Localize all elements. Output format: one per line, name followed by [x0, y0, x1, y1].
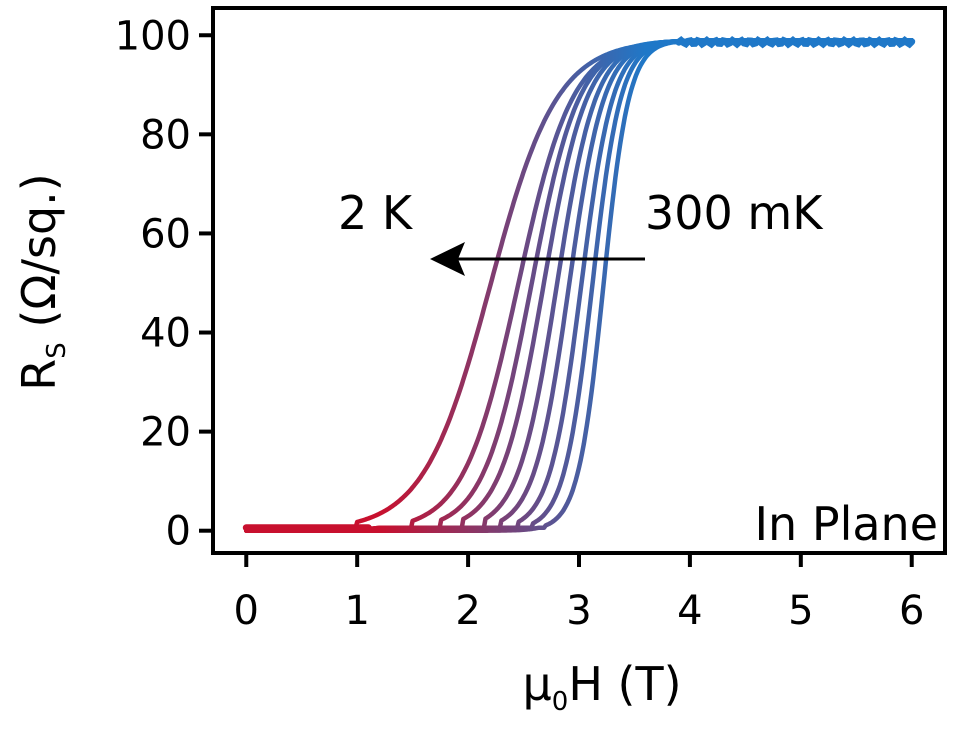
x-tick-label: 3 — [566, 588, 591, 634]
y-tick-label: 60 — [140, 211, 191, 257]
y-tick-label: 100 — [115, 13, 191, 59]
x-axis-title: μ0H (T) — [522, 657, 681, 717]
arrow-annotation — [430, 242, 645, 276]
x-tick-label: 6 — [899, 588, 924, 634]
y-tick-label: 40 — [140, 311, 191, 357]
panel-label: In Plane — [754, 497, 938, 551]
y-tick-label: 20 — [140, 410, 191, 456]
x-tick-label: 4 — [677, 588, 702, 634]
y-axis: 0 20 40 60 80 100 — [115, 13, 213, 555]
x-tick-label: 1 — [344, 588, 369, 634]
label-2k: 2 K — [338, 186, 414, 240]
x-tick-label: 0 — [234, 588, 259, 634]
y-axis-title: RS (Ω/sq.) — [12, 173, 72, 390]
x-axis: 0 1 2 3 4 5 6 — [234, 553, 924, 634]
x-tick-label: 2 — [455, 588, 480, 634]
x-tick-label: 5 — [788, 588, 813, 634]
y-tick-label: 0 — [166, 509, 191, 555]
plot-area — [242, 35, 916, 533]
label-300mk: 300 mK — [645, 186, 824, 240]
y-tick-label: 80 — [140, 112, 191, 158]
series-line — [675, 35, 916, 49]
